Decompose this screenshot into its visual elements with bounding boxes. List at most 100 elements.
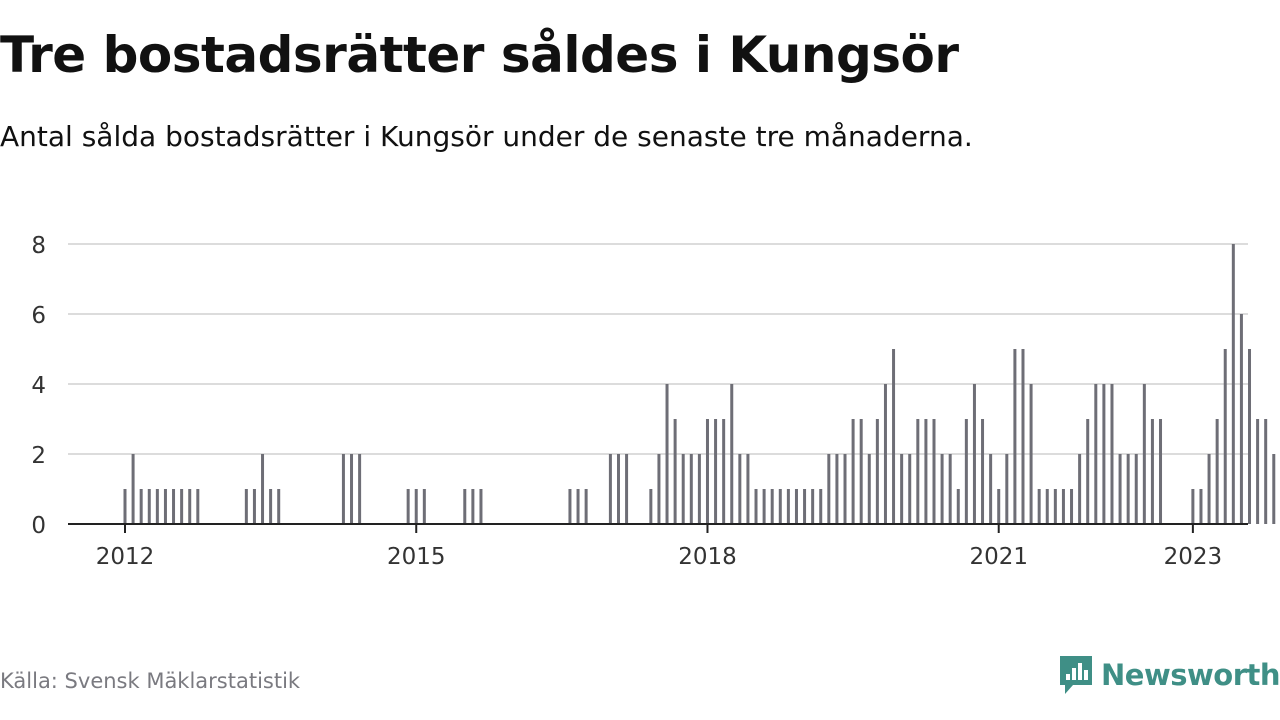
bar <box>730 384 734 524</box>
bar <box>1086 419 1090 524</box>
x-tick-label: 2023 <box>1164 544 1223 570</box>
bar <box>1142 384 1146 524</box>
bar <box>843 454 847 524</box>
bar <box>196 489 200 524</box>
bar <box>883 384 887 524</box>
bar <box>1061 489 1065 524</box>
brand-logo: Newsworthy <box>1058 654 1280 696</box>
bar <box>908 454 912 524</box>
bar <box>714 419 718 524</box>
x-tick-label: 2018 <box>678 544 737 570</box>
bar <box>139 489 143 524</box>
bar <box>608 454 612 524</box>
bar <box>1191 489 1195 524</box>
bar <box>859 419 863 524</box>
bar <box>705 419 709 524</box>
bar <box>1239 314 1243 524</box>
bar <box>252 489 256 524</box>
bar <box>924 419 928 524</box>
bar <box>147 489 151 524</box>
bar <box>131 454 135 524</box>
bar <box>261 454 265 524</box>
bar <box>916 419 920 524</box>
bar <box>568 489 572 524</box>
bar <box>584 489 588 524</box>
bar <box>811 489 815 524</box>
y-tick-label: 4 <box>31 373 46 399</box>
chart-subtitle: Antal sålda bostadsrätter i Kungsör unde… <box>0 120 973 153</box>
bar <box>1207 454 1211 524</box>
bar <box>1150 419 1154 524</box>
bar <box>1199 489 1203 524</box>
bar <box>269 489 273 524</box>
bar <box>786 489 790 524</box>
bar <box>1037 489 1041 524</box>
bar <box>172 489 176 524</box>
bar <box>1078 454 1082 524</box>
bar <box>1118 454 1122 524</box>
bar <box>819 489 823 524</box>
bar <box>1013 349 1017 524</box>
bar <box>350 454 354 524</box>
bar <box>981 419 985 524</box>
bar <box>1248 349 1252 524</box>
bar <box>1005 454 1009 524</box>
bar <box>1272 454 1276 524</box>
source-note: Källa: Svensk Mäklarstatistik <box>0 669 301 693</box>
bar <box>244 489 248 524</box>
bar <box>681 454 685 524</box>
bar <box>665 384 669 524</box>
bar <box>1070 489 1074 524</box>
bar <box>1045 489 1049 524</box>
bar <box>414 489 418 524</box>
bar <box>1053 489 1057 524</box>
bar <box>689 454 693 524</box>
bar <box>341 454 345 524</box>
y-tick-label: 0 <box>31 513 46 539</box>
bar <box>778 489 782 524</box>
bar <box>932 419 936 524</box>
bar <box>1134 454 1138 524</box>
bar <box>1231 244 1235 524</box>
bar <box>1021 349 1025 524</box>
bar <box>900 454 904 524</box>
y-tick-label: 2 <box>31 443 46 469</box>
bar <box>1215 419 1219 524</box>
bar <box>803 489 807 524</box>
bar <box>155 489 159 524</box>
bar <box>673 419 677 524</box>
bar <box>997 489 1001 524</box>
bar <box>406 489 410 524</box>
bar <box>972 384 976 524</box>
bar <box>180 489 184 524</box>
x-tick-label: 2012 <box>96 544 155 570</box>
y-tick-label: 8 <box>31 233 46 259</box>
bar <box>1029 384 1033 524</box>
bar <box>867 454 871 524</box>
bar <box>940 454 944 524</box>
bar <box>479 489 483 524</box>
bar <box>948 454 952 524</box>
bar <box>794 489 798 524</box>
bar <box>576 489 580 524</box>
bar <box>875 419 879 524</box>
bar <box>123 489 127 524</box>
bar <box>835 454 839 524</box>
bar <box>989 454 993 524</box>
bar <box>649 489 653 524</box>
bar <box>892 349 896 524</box>
bar <box>722 419 726 524</box>
bar <box>471 489 475 524</box>
bar <box>1159 419 1163 524</box>
bar <box>956 489 960 524</box>
y-tick-label: 6 <box>31 303 46 329</box>
bar <box>616 454 620 524</box>
chart-title: Tre bostadsrätter såldes i Kungsör <box>0 26 959 84</box>
bar <box>851 419 855 524</box>
bar <box>697 454 701 524</box>
bar <box>1223 349 1227 524</box>
bar <box>770 489 774 524</box>
bar <box>625 454 629 524</box>
bar <box>1102 384 1106 524</box>
